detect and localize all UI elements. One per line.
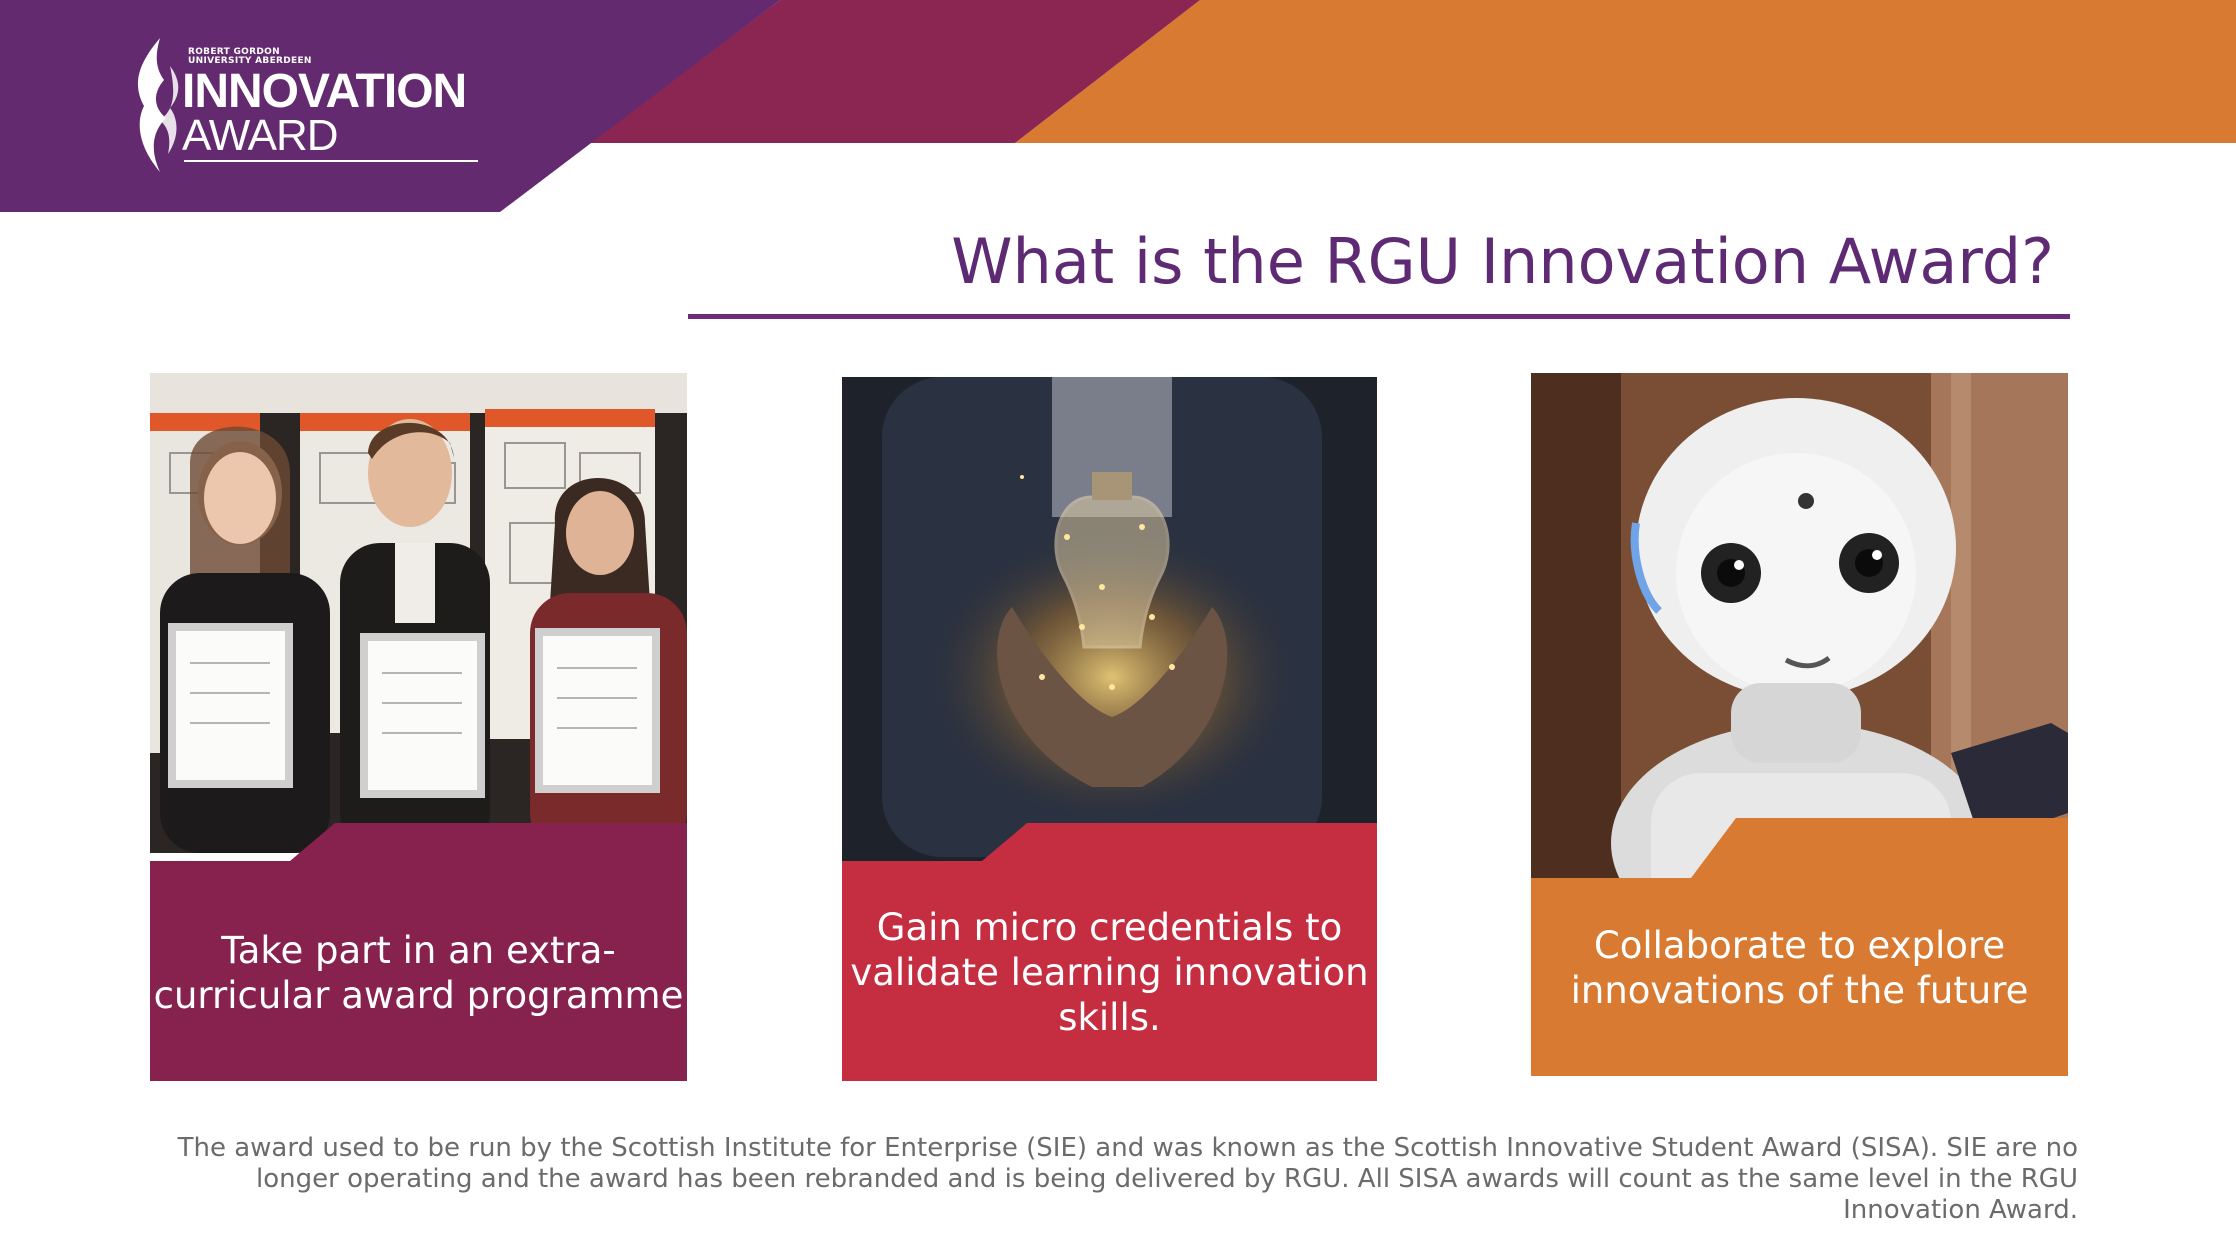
logo-word-innovation: INNOVATION xyxy=(182,65,467,118)
footnote-text: The award used to be run by the Scottish… xyxy=(177,1133,2078,1225)
innovation-award-logo: ROBERT GORDON UNIVERSITY ABERDEEN INNOVA… xyxy=(130,30,490,175)
header-banner xyxy=(0,0,2236,212)
card-caption: Gain micro credentials to validate learn… xyxy=(850,905,1369,1039)
logo-word-award: AWARD xyxy=(182,111,339,160)
title-divider xyxy=(688,314,2070,319)
card-micro-credentials: Gain micro credentials to validate learn… xyxy=(842,377,1377,1081)
flame-icon xyxy=(137,38,179,172)
logo-org-name: ROBERT GORDON UNIVERSITY ABERDEEN xyxy=(188,48,312,66)
card-caption: Collaborate to explore innovations of th… xyxy=(1570,924,2029,1012)
card-extracurricular-programme: Take part in an extra-curricular award p… xyxy=(150,373,687,1081)
hands-holding-light-bulb-image xyxy=(842,377,1377,1081)
humanoid-robot-image xyxy=(1531,373,2068,1076)
students-with-certificates-image xyxy=(150,373,687,1081)
logo-underline xyxy=(184,160,478,162)
logo-org-line1: ROBERT GORDON xyxy=(188,47,280,57)
logo-org-line2: UNIVERSITY ABERDEEN xyxy=(188,56,312,66)
page-title: What is the RGU Innovation Award? xyxy=(951,225,2054,298)
card-collaborate-innovations: Collaborate to explore innovations of th… xyxy=(1531,373,2068,1076)
card-caption: Take part in an extra-curricular award p… xyxy=(153,929,684,1017)
